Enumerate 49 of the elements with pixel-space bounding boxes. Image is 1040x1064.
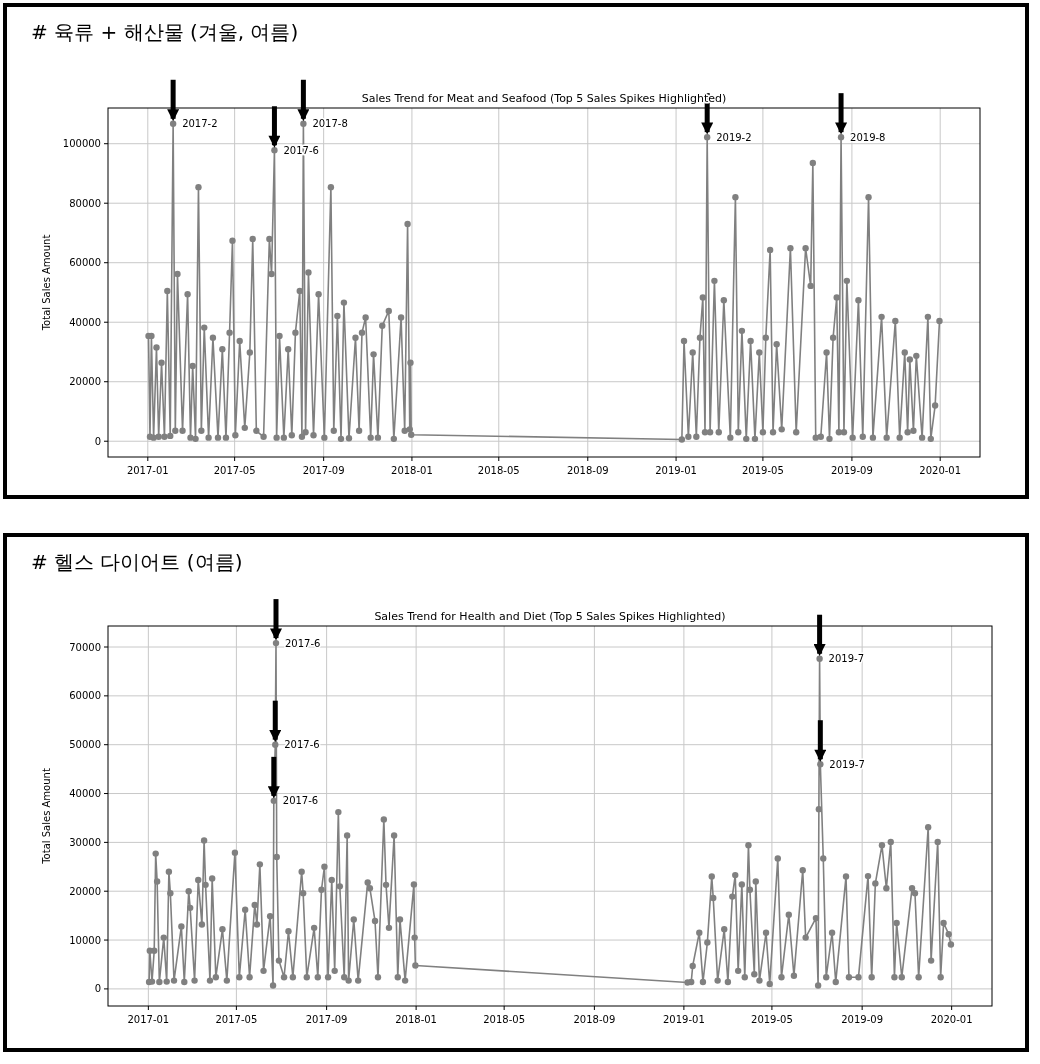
annotation: 2017-2 [182, 118, 218, 130]
annotation: 2019-7 [829, 758, 865, 770]
x-tick-label: 2018-05 [483, 1014, 526, 1025]
x-tick-label: 2018-01 [391, 465, 433, 476]
annotation: 2019-2 [716, 131, 752, 143]
y-axis-title: Total Sales Amount [41, 234, 52, 332]
x-tick-label: 2019-01 [655, 465, 697, 476]
y-tick-label: 10000 [69, 934, 101, 946]
annotation: 2017-6 [284, 739, 320, 751]
y-tick-label: 70000 [69, 641, 101, 653]
y-tick-label: 60000 [69, 690, 101, 702]
x-tick-label: 2019-09 [841, 1014, 884, 1025]
x-tick-label: 2018-09 [566, 465, 609, 476]
x-tick-label: 2017-05 [215, 1014, 258, 1025]
x-tick-label: 2017-01 [126, 465, 169, 476]
x-tick-label: 2019-01 [662, 1014, 705, 1025]
chart-subtitle: Sales Trend for Health and Diet (Top 5 Sales Spikes Highlighted) [374, 610, 726, 623]
y-tick-label: 80000 [69, 197, 101, 209]
x-tick-label: 2019-09 [831, 465, 873, 476]
chart-title: # 헬스 다이어트 (여름) [31, 550, 243, 574]
annotation: 2019-8 [850, 131, 886, 143]
chart-title: # 육류 + 해산물 (겨울, 여름) [31, 20, 299, 44]
x-tick-label: 2018-05 [477, 465, 520, 476]
x-tick-label: 2018-01 [395, 1014, 438, 1025]
y-tick-label: 40000 [69, 788, 101, 800]
x-tick-label: 2017-09 [305, 1014, 348, 1025]
annotation: 2019-7 [828, 653, 865, 665]
x-tick-label: 2017-01 [127, 1014, 170, 1025]
annotation: 2017-6 [282, 795, 319, 807]
y-tick-label: 0 [94, 435, 101, 447]
x-tick-label: 2017-05 [213, 465, 256, 476]
y-tick-label: 20000 [69, 376, 101, 388]
annotation: 2017-8 [312, 118, 348, 130]
y-tick-label: 60000 [69, 257, 101, 269]
annotation: 2017-6 [283, 144, 319, 156]
annotation: 2017-6 [285, 637, 321, 649]
x-tick-label: 2018-09 [573, 1014, 616, 1025]
y-tick-label: 100000 [62, 138, 101, 150]
x-tick-label: 2017-09 [302, 465, 345, 476]
y-axis-title: Total Sales Amount [41, 768, 52, 865]
y-tick-label: 30000 [69, 836, 101, 848]
y-tick-label: 20000 [69, 885, 101, 897]
y-tick-label: 0 [94, 983, 101, 995]
x-tick-label: 2020-01 [919, 465, 962, 476]
y-tick-label: 50000 [69, 739, 101, 751]
x-tick-label: 2020-01 [930, 1014, 973, 1025]
y-tick-label: 40000 [69, 316, 101, 328]
x-tick-label: 2019-05 [742, 465, 784, 476]
x-tick-label: 2019-05 [751, 1014, 793, 1025]
